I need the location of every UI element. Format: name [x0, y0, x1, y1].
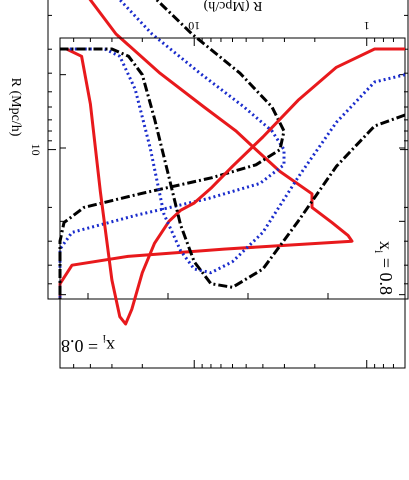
series-line-solid — [60, 47, 405, 326]
annotation: xi = 0.8 — [372, 241, 396, 295]
x-axis-label: R (Mpc/h) — [203, 0, 262, 13]
series-line-dash-dot — [60, 47, 406, 289]
series-line-dotted — [60, 47, 406, 275]
x-tick-label: 1 — [364, 19, 370, 33]
series-line-dotted — [58, 0, 286, 299]
annotation: xi = 0.8 — [61, 332, 115, 356]
x-tick-label: 10 — [188, 19, 200, 33]
x-tick-label: 10 — [29, 144, 43, 156]
plot-frame — [59, 37, 406, 369]
series-line-solid — [58, 0, 354, 299]
front-panel: 1100.10.20.30.40.5R (Mpc/h)R dP/dRxi = 0… — [59, 0, 406, 369]
back-panel: 1100.10.20.30.40.5R (Mpc/h)R dP/dRxi = 0… — [8, 0, 409, 300]
series-line-dash-dot — [58, 0, 286, 299]
x-axis-label: R (Mpc/h) — [8, 78, 23, 137]
